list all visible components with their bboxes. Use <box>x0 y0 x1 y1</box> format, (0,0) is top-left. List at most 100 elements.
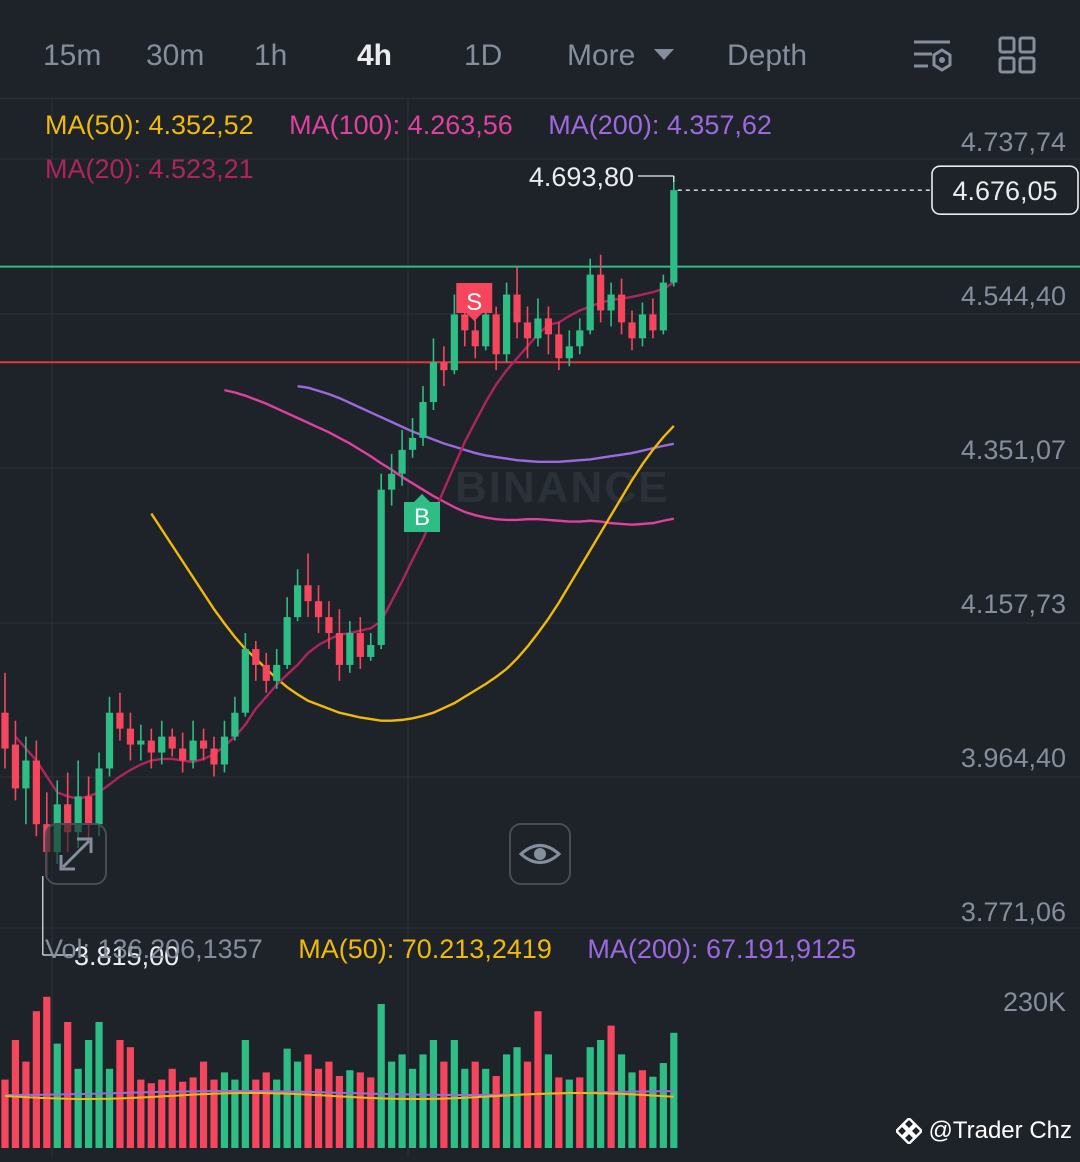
candle-body <box>11 744 20 789</box>
timeframe-15m[interactable]: 15m <box>43 39 102 72</box>
chart-settings-icon[interactable] <box>912 36 954 76</box>
candle-body <box>607 294 615 311</box>
candle-body <box>450 314 458 371</box>
ma200-line <box>297 384 675 463</box>
volume-bar <box>492 1076 500 1148</box>
chart-canvas[interactable]: BINANCE 4.737,74 4.544,40 4.351,07 4.157,73 3… <box>0 99 1080 1157</box>
grid-layout-icon[interactable] <box>998 36 1040 76</box>
volume-value: Vol: 136.206,1357 <box>45 934 263 964</box>
candle-body <box>294 585 302 618</box>
volume-bar <box>513 1047 521 1148</box>
candle-body <box>367 645 375 657</box>
volume-bar <box>43 996 51 1148</box>
candle-body <box>408 437 417 450</box>
y-tick-label: 4.351,07 <box>961 435 1066 465</box>
volume-bar <box>398 1054 406 1148</box>
candle-body <box>429 362 438 403</box>
buy-marker <box>404 494 440 532</box>
candle-body <box>586 274 594 331</box>
candle-body <box>503 294 511 355</box>
y-tick-label: 3.771,06 <box>961 897 1066 927</box>
more-menu[interactable]: More <box>567 39 636 72</box>
volume-bar <box>262 1072 270 1148</box>
volume-bar <box>137 1079 145 1148</box>
volume-ma50-line <box>4 1091 674 1100</box>
candle-body <box>440 362 448 371</box>
candle-body <box>388 473 396 490</box>
candle-body <box>95 768 103 825</box>
y-tick-label: 4.737,74 <box>961 127 1066 157</box>
volume-bar <box>356 1072 364 1148</box>
volume-bar <box>377 1004 385 1148</box>
candle-body <box>74 796 82 833</box>
volume-bar <box>638 1070 647 1148</box>
volume-ma50: MA(50): 70.213,2419 <box>298 934 552 964</box>
candle-body <box>147 740 155 753</box>
candle-body <box>419 402 427 438</box>
timeframe-1h[interactable]: 1h <box>254 39 288 72</box>
candle-body <box>241 648 249 713</box>
ma20-line <box>14 281 675 800</box>
candle-body <box>1 712 9 749</box>
volume-bar <box>544 1054 552 1148</box>
volume-bar <box>158 1079 166 1148</box>
volume-bar <box>408 1068 417 1148</box>
candle-body <box>314 601 323 618</box>
candle-body <box>492 314 500 355</box>
volume-bar <box>586 1047 594 1148</box>
depth-tab[interactable]: Depth <box>727 39 808 72</box>
timeframe-30m[interactable]: 30m <box>146 39 205 72</box>
volume-bar <box>659 1063 667 1148</box>
ma200-legend: MA(200): 4.357,62 <box>548 110 772 140</box>
volume-bar <box>231 1079 239 1148</box>
volume-bar <box>168 1068 176 1148</box>
eye-icon[interactable] <box>509 823 571 885</box>
volume-axis-label: 230K <box>1003 987 1066 1017</box>
candle-body <box>179 748 187 761</box>
y-tick-label: 4.157,73 <box>961 589 1066 619</box>
sell-marker-label: S <box>466 289 482 316</box>
volume-bar <box>74 1068 82 1148</box>
volume-bar <box>419 1054 427 1148</box>
volume-bar <box>95 1022 103 1148</box>
expand-arrows-icon[interactable] <box>45 823 107 885</box>
ma100-line <box>224 388 675 526</box>
volume-bar <box>649 1076 657 1148</box>
candle-body <box>137 740 145 745</box>
volume-bar <box>388 1061 396 1148</box>
volume-bar <box>105 1068 114 1148</box>
candle-body <box>617 294 626 323</box>
timeframe-4h[interactable]: 4h <box>357 39 393 72</box>
volume-bar <box>523 1061 532 1148</box>
credit-text: @Trader Chz <box>928 1117 1072 1144</box>
candle-body <box>471 330 479 347</box>
candle-body <box>628 322 636 339</box>
candle-body <box>638 314 647 339</box>
candle-body <box>168 736 176 749</box>
candle-body <box>158 736 166 753</box>
candle-body <box>220 736 229 765</box>
volume-bar <box>617 1054 626 1148</box>
candle-body <box>252 648 260 665</box>
volume-bar <box>210 1079 218 1148</box>
candle-body <box>398 449 406 474</box>
volume-bar <box>628 1072 636 1148</box>
candle-body <box>659 282 667 331</box>
ma50-line <box>150 425 675 722</box>
candle-body <box>523 322 532 339</box>
ma100-legend: MA(100): 4.263,56 <box>289 110 513 140</box>
timeframe-1d[interactable]: 1D <box>464 39 503 72</box>
volume-bar <box>199 1061 208 1148</box>
volume-bar <box>22 1061 30 1148</box>
volume-ma200: MA(200): 67.191,9125 <box>587 934 857 964</box>
candle-body <box>576 330 584 347</box>
y-tick-label: 4.544,40 <box>961 281 1066 311</box>
candle-body <box>461 314 469 331</box>
last-price-label: 4.676,05 <box>952 176 1057 206</box>
price-chart[interactable]: BINANCE 4.737,74 4.544,40 4.351,07 4.157,73 3… <box>0 99 1080 1157</box>
high-marker-label: 4.693,80 <box>529 162 634 192</box>
volume-bar <box>32 1011 40 1148</box>
volume-bar <box>534 1011 542 1148</box>
volume-bar <box>179 1081 187 1148</box>
volume-bar <box>314 1068 323 1148</box>
